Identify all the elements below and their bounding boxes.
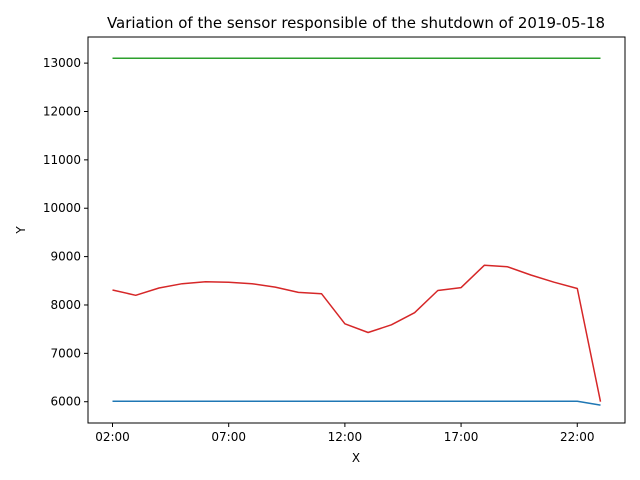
y-tick-label: 9000 xyxy=(50,250,81,264)
x-axis-label: X xyxy=(352,451,360,465)
y-tick-label: 10000 xyxy=(43,201,81,215)
y-tick-label: 13000 xyxy=(43,56,81,70)
x-axis-ticks: 02:00 07:00 12:00 17:00 22:00 xyxy=(95,423,595,444)
series-line-3 xyxy=(112,264,602,402)
y-tick-label: 8000 xyxy=(50,298,81,312)
chart-title: Variation of the sensor responsible of t… xyxy=(107,14,605,32)
x-tick-label: 12:00 xyxy=(328,430,363,444)
y-axis-ticks: 6000 7000 8000 9000 10000 11000 12000 13000 xyxy=(43,56,88,409)
x-tick-label: 17:00 xyxy=(444,430,479,444)
y-tick-label: 11000 xyxy=(43,153,81,167)
y-tick-label: 12000 xyxy=(43,104,81,118)
x-tick-label: 22:00 xyxy=(560,430,595,444)
x-tick-label: 02:00 xyxy=(95,430,130,444)
y-tick-label: 7000 xyxy=(50,346,81,360)
plot-area-frame xyxy=(87,36,626,424)
x-tick-label: 07:00 xyxy=(211,430,246,444)
series-layer xyxy=(112,57,602,406)
y-axis-label: Y xyxy=(14,226,28,235)
series-line-2 xyxy=(112,400,601,406)
y-tick-label: 6000 xyxy=(50,395,81,409)
